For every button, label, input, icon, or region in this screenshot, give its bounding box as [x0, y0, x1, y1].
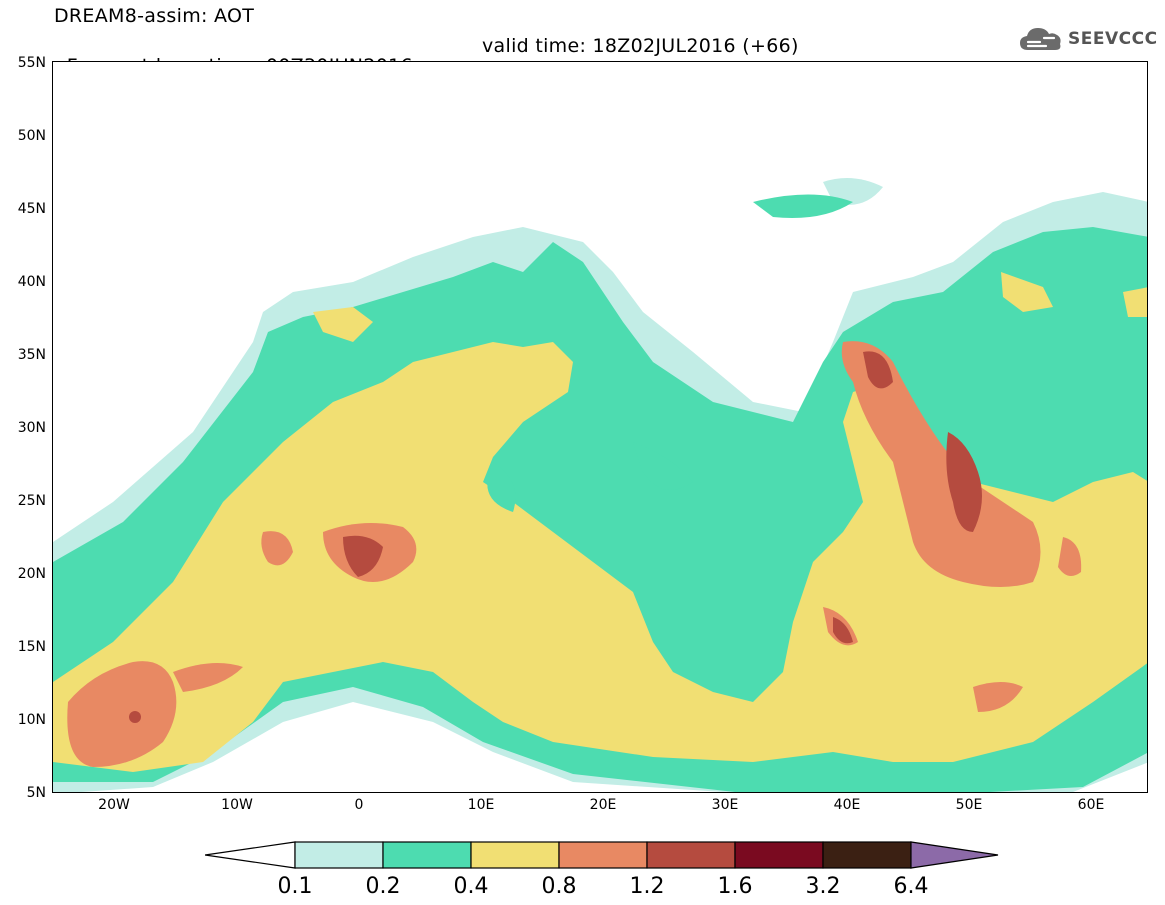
aot-field	[53, 178, 1147, 792]
lat-label: 50N	[17, 128, 46, 144]
lon-label: 10E	[467, 797, 495, 813]
legend-label: 1.6	[717, 874, 753, 899]
legend-label: 0.8	[541, 874, 577, 899]
legend-swatch	[382, 841, 472, 869]
legend-label: 0.1	[277, 874, 313, 899]
legend-swatch	[558, 841, 648, 869]
lat-label: 30N	[17, 420, 46, 436]
lon-label: 20W	[98, 797, 130, 813]
lat-label: 20N	[17, 566, 46, 582]
legend-label: 6.4	[893, 874, 929, 899]
lat-label: 35N	[17, 347, 46, 363]
cloud-icon	[1020, 28, 1061, 50]
lon-label: 0	[354, 797, 364, 813]
map-title: DREAM8-assim: AOT	[54, 5, 255, 27]
lat-label: 40N	[17, 274, 46, 290]
lat-label: 45N	[17, 201, 46, 217]
lat-label: 25N	[17, 493, 46, 509]
lon-label: 40E	[833, 797, 861, 813]
lat-label: 10N	[17, 712, 46, 728]
legend-swatch	[646, 841, 736, 869]
legend-swatch	[910, 841, 999, 869]
logo-text: SEEVCCC	[1068, 29, 1158, 49]
legend-label: 0.2	[365, 874, 401, 899]
legend-swatch	[294, 841, 384, 869]
legend-label: 0.4	[453, 874, 489, 899]
aot-map	[52, 61, 1148, 793]
valid-time: valid time: 18Z02JUL2016 (+66)	[482, 35, 799, 57]
legend-swatch	[204, 841, 296, 869]
lat-label: 55N	[17, 55, 46, 71]
legend-label: 3.2	[805, 874, 841, 899]
lat-label: 5N	[26, 785, 46, 801]
color-legend	[204, 840, 1000, 874]
seevccc-logo: SEEVCCC	[1018, 22, 1158, 56]
lon-label: 20E	[589, 797, 617, 813]
legend-swatch	[822, 841, 912, 869]
legend-swatch	[734, 841, 824, 869]
lon-label: 60E	[1077, 797, 1105, 813]
lon-label: 30E	[711, 797, 739, 813]
lon-label: 50E	[955, 797, 983, 813]
lat-label: 15N	[17, 639, 46, 655]
lon-label: 10W	[221, 797, 253, 813]
legend-label: 1.2	[629, 874, 665, 899]
legend-swatch	[470, 841, 560, 869]
